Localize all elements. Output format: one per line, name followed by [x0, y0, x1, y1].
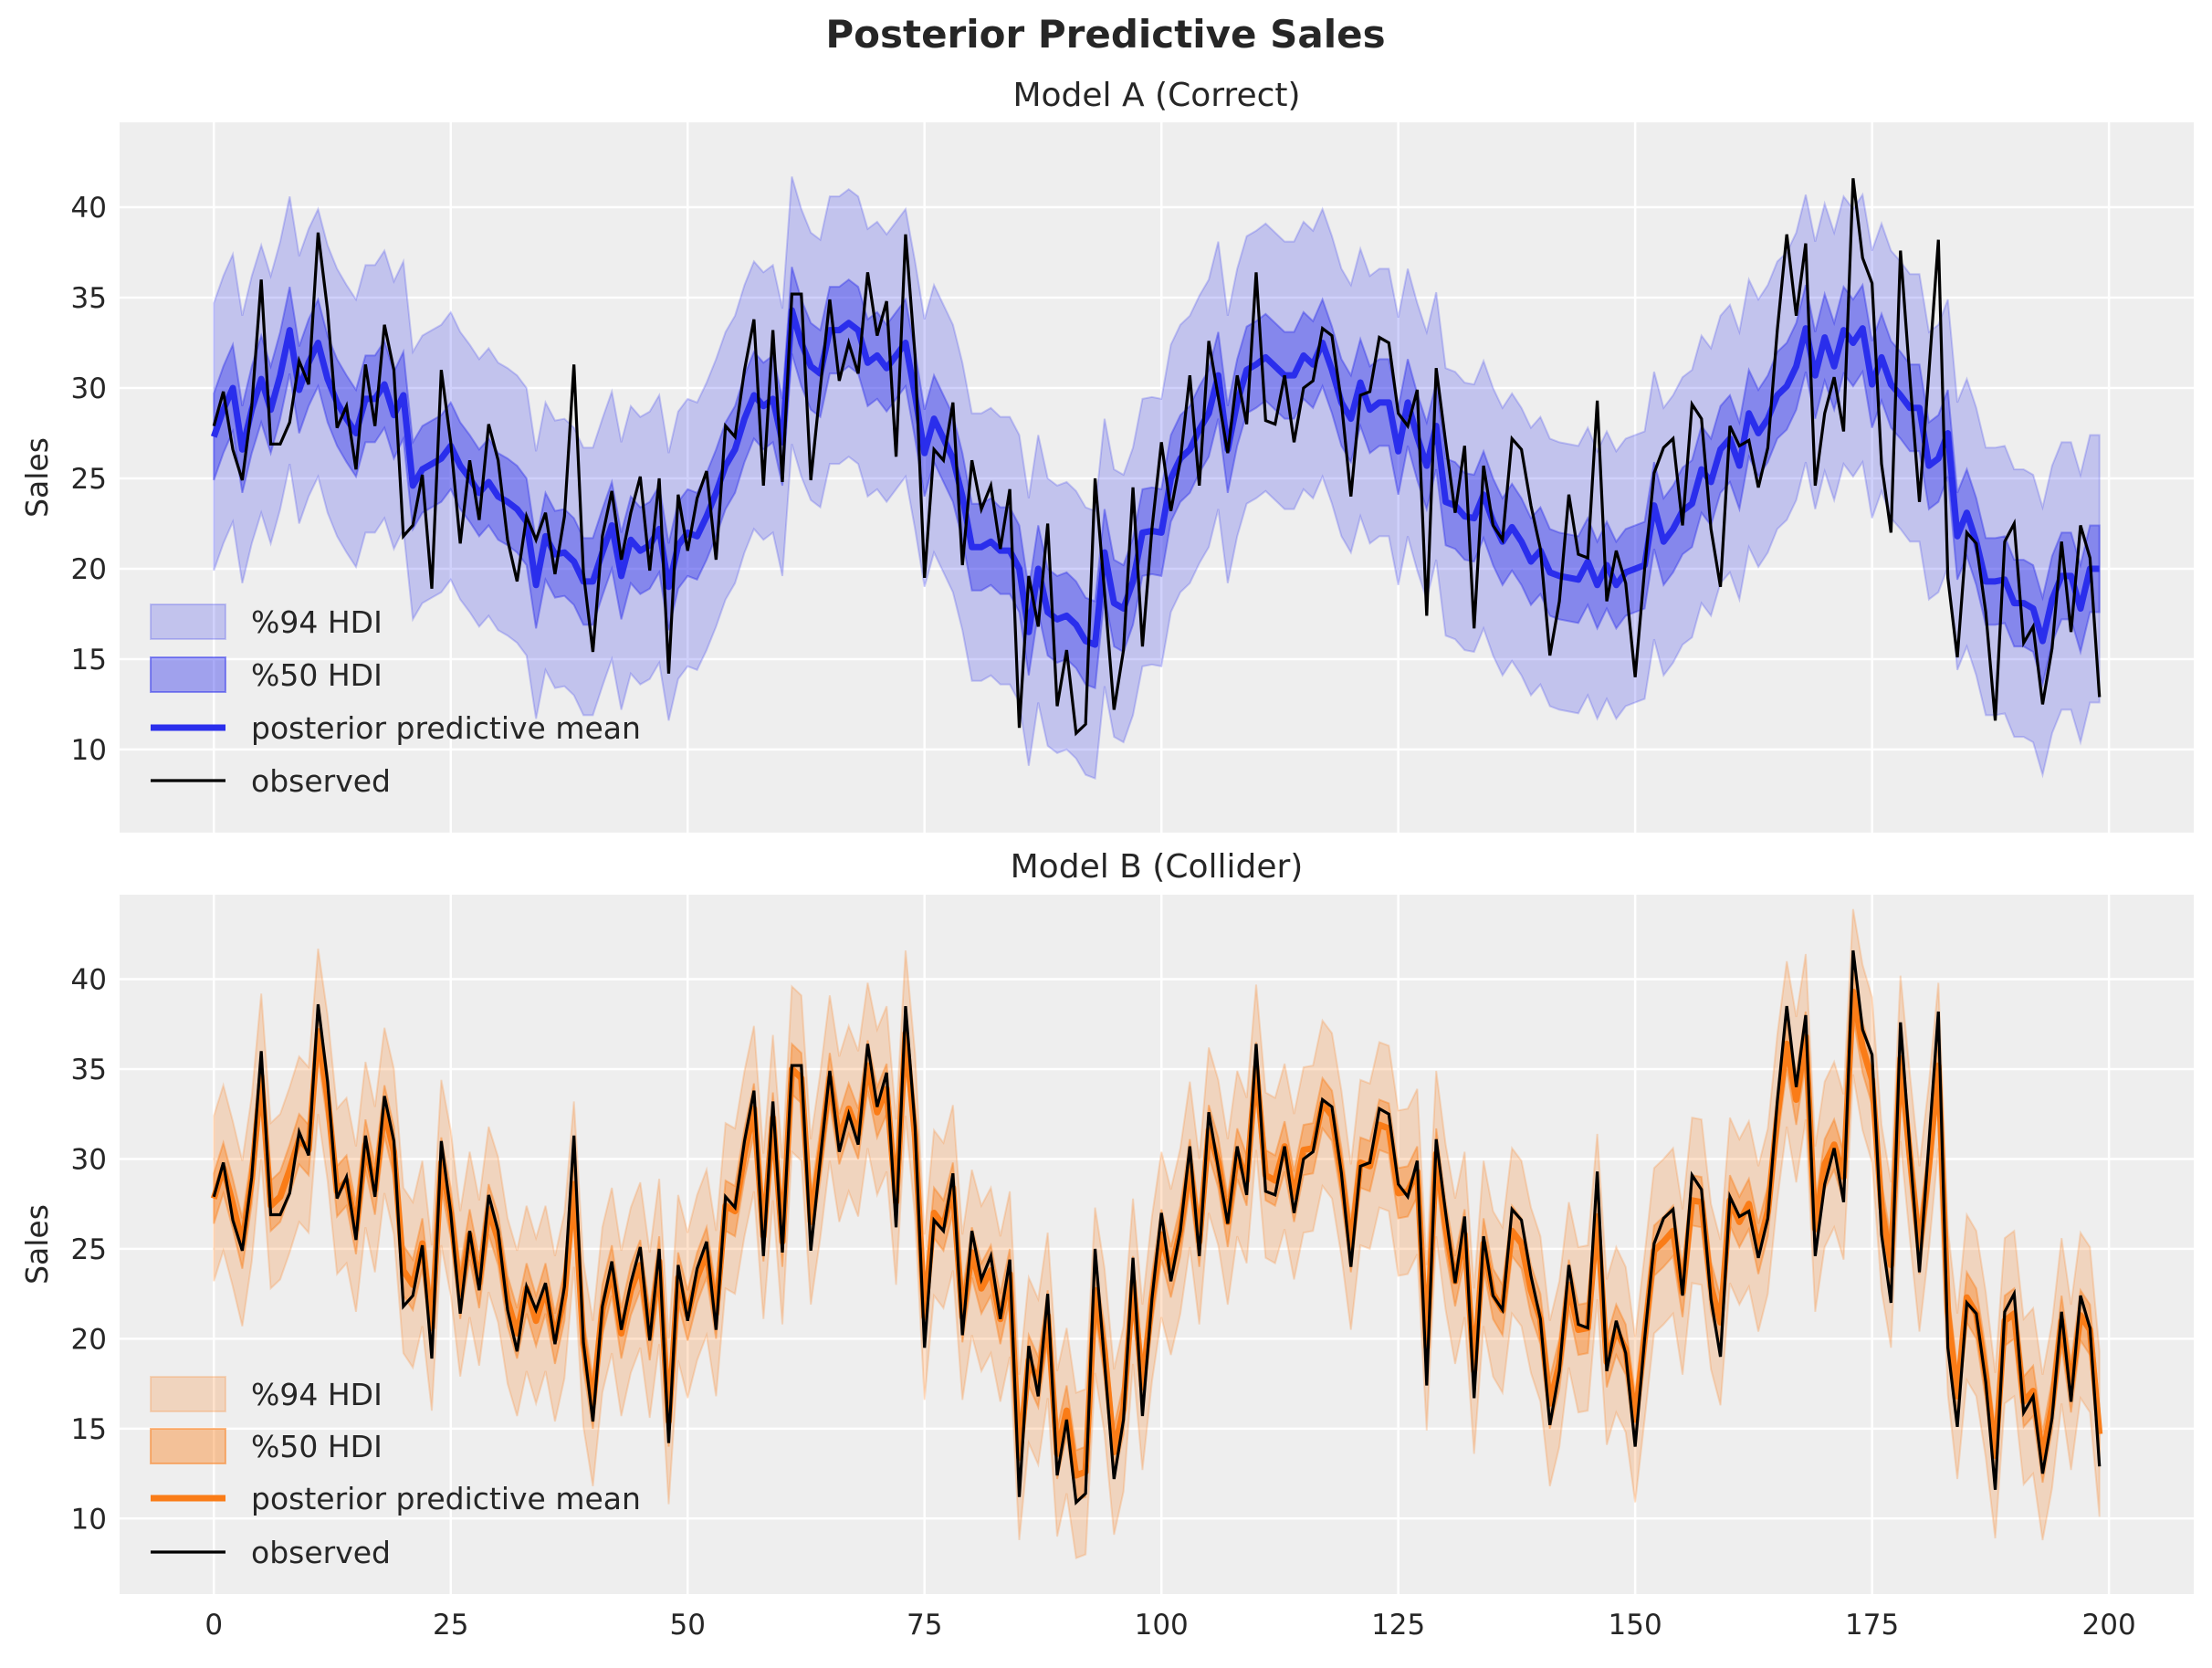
y-tick-label: 15	[71, 1413, 107, 1446]
hdi94-band	[213, 908, 2101, 1559]
legend-label: observed	[251, 763, 391, 799]
hdi50-band	[213, 267, 2101, 690]
x-tick-label: 25	[433, 1609, 468, 1642]
legend: %94 HDI %50 HDI posterior predictive mean o…	[150, 603, 641, 799]
legend-label: %50 HDI	[251, 1429, 383, 1464]
y-tick-label: 40	[71, 964, 107, 997]
legend-label: posterior predictive mean	[251, 1481, 641, 1516]
y-tick-label: 25	[71, 463, 107, 496]
x-tick-label: 50	[670, 1609, 706, 1642]
observed-line	[212, 949, 2102, 1505]
y-tick-label: 30	[71, 1143, 107, 1176]
y-tick-label: 20	[71, 553, 107, 586]
y-axis-label: Sales	[19, 1204, 55, 1285]
x-tick-label: 200	[2082, 1609, 2136, 1642]
panel-title: Model A (Correct)	[1012, 77, 1300, 114]
panel-model-a: 10 15 20 25 30 35 40 Model A (Correct) Sales %94 …	[19, 77, 2194, 833]
x-tick-label: 150	[1609, 1609, 1662, 1642]
panel-model-b: 10 15 20 25 30 35 40 0 25 50 75 100 125 150 175 200 Mode…	[19, 848, 2194, 1642]
x-tick-label: 125	[1371, 1609, 1425, 1642]
x-tick-label: 75	[907, 1609, 942, 1642]
legend-hdi94-swatch	[150, 603, 226, 640]
legend-hdi50-swatch	[150, 1428, 226, 1464]
legend: %94 HDI %50 HDI posterior predictive mean o…	[150, 1376, 641, 1570]
observed-line	[212, 178, 2102, 737]
legend-label: %94 HDI	[251, 1377, 383, 1412]
panel-title: Model B (Collider)	[1011, 848, 1304, 886]
y-tick-label: 25	[71, 1233, 107, 1266]
x-tick-label: 175	[1845, 1609, 1899, 1642]
legend-label: posterior predictive mean	[251, 710, 641, 746]
posterior-predictive-mean-line	[210, 307, 2100, 648]
y-tick-label: 15	[71, 644, 107, 677]
legend-label: %50 HDI	[251, 657, 383, 693]
x-tick-label: 0	[204, 1609, 223, 1642]
y-tick-label: 10	[71, 1503, 107, 1536]
x-tick-label: 100	[1135, 1609, 1189, 1642]
y-tick-label: 30	[71, 372, 107, 405]
y-tick-label: 35	[71, 282, 107, 315]
y-axis-label: Sales	[19, 437, 55, 518]
legend-hdi94-swatch	[150, 1376, 226, 1412]
y-tick-label: 10	[71, 734, 107, 767]
legend-label: %94 HDI	[251, 604, 383, 640]
y-tick-label: 20	[71, 1323, 107, 1356]
figure-title: Posterior Predictive Sales	[825, 12, 1385, 57]
legend-label: observed	[251, 1535, 391, 1570]
legend-hdi50-swatch	[150, 656, 226, 693]
y-tick-label: 40	[71, 192, 107, 225]
y-tick-label: 35	[71, 1054, 107, 1086]
